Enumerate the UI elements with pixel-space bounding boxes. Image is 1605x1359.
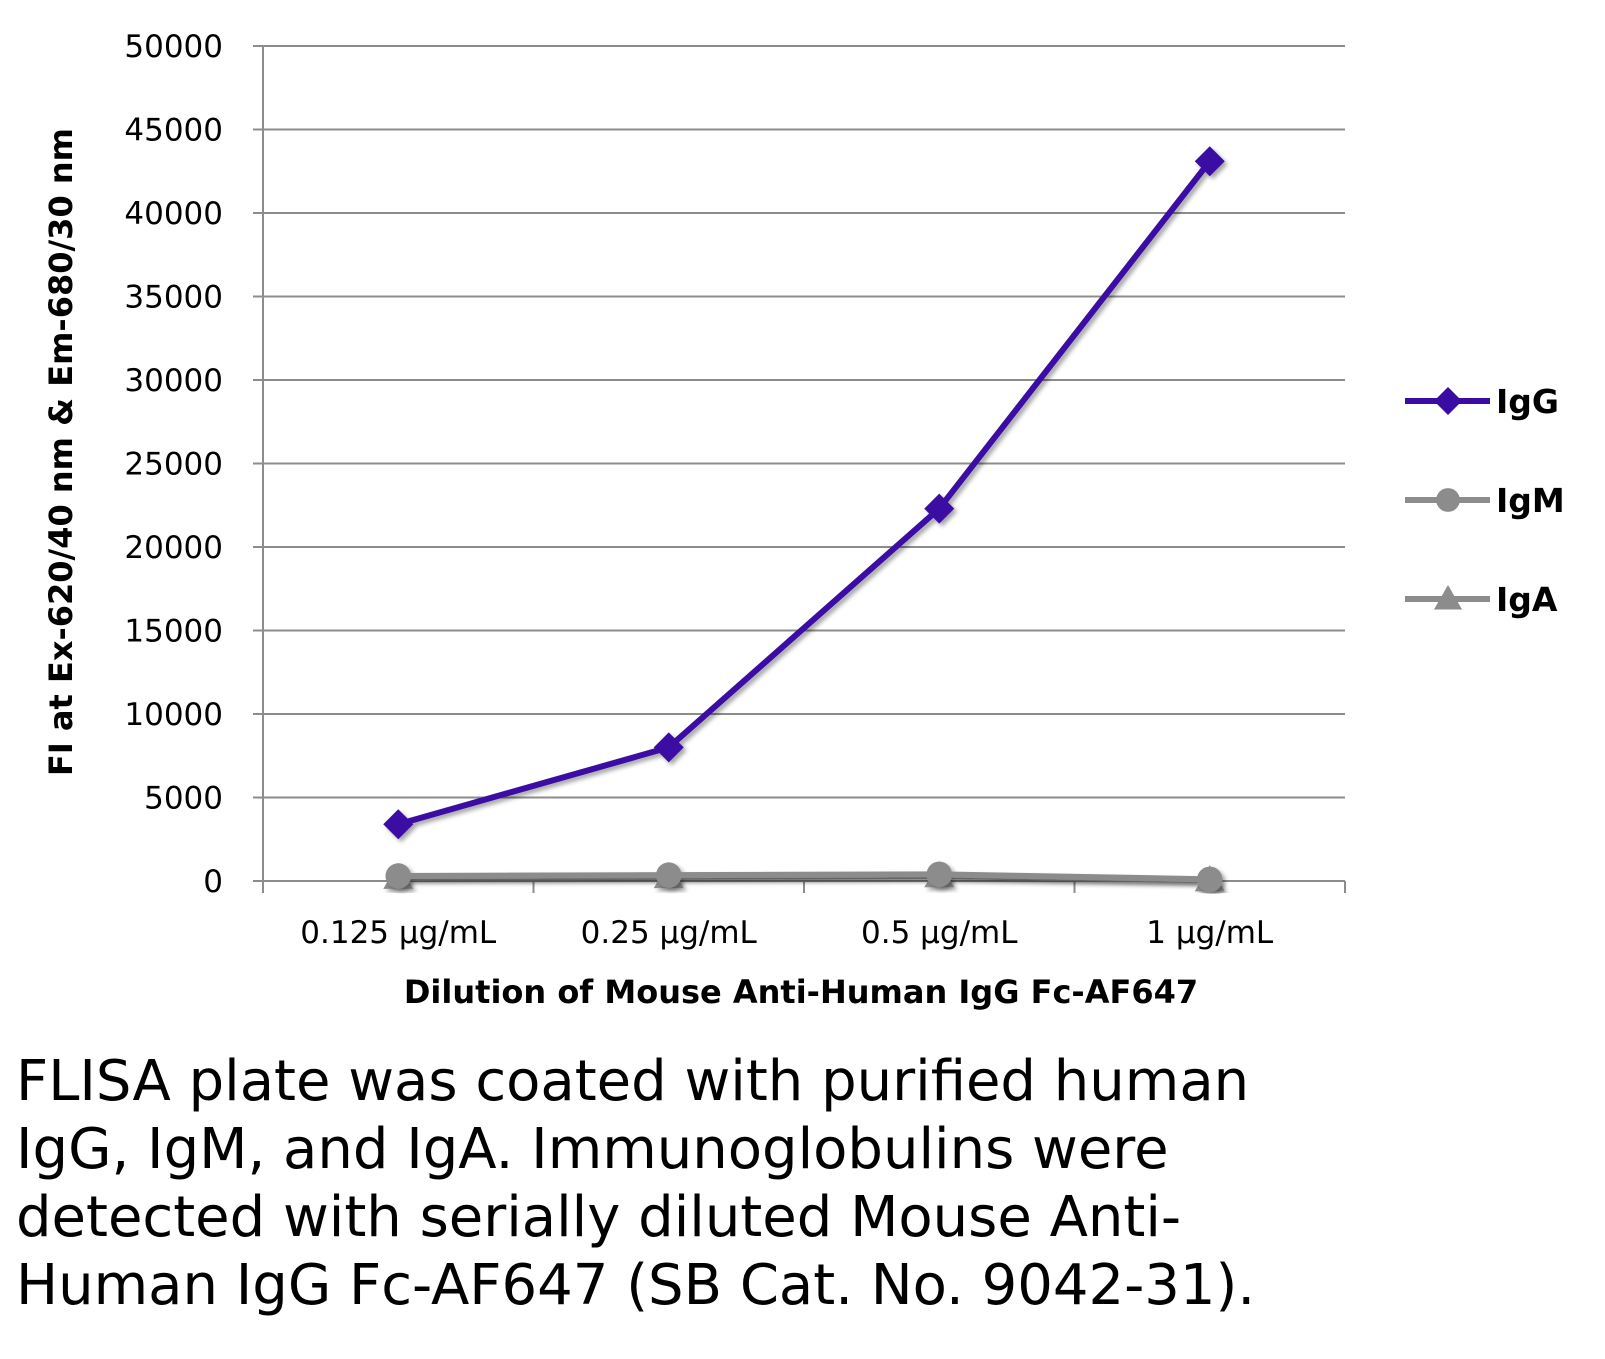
line-chart: 0 5000 10000 15000 20000 25000 30000 35000 40000…	[42, 29, 1565, 1011]
y-tick-label: 5000	[144, 781, 223, 817]
legend: IgG IgM IgA	[1405, 382, 1565, 619]
legend-label: IgM	[1496, 481, 1565, 520]
x-tick-label: 0.25 µg/mL	[581, 915, 758, 951]
legend-item-igg: IgG	[1405, 382, 1559, 421]
y-tick-label: 0	[203, 864, 223, 900]
legend-item-iga: IgA	[1405, 580, 1558, 619]
y-tick-label: 30000	[124, 363, 223, 399]
data-point	[1436, 488, 1460, 512]
y-tick-labels: 0 5000 10000 15000 20000 25000 30000 35000 40000…	[124, 29, 223, 900]
series-line	[397, 159, 1213, 828]
data-point	[924, 493, 955, 524]
legend-item-igm: IgM	[1405, 481, 1565, 520]
legend-label: IgA	[1496, 580, 1558, 619]
x-axis-title: Dilution of Mouse Anti-Human IgG Fc-AF64…	[404, 973, 1198, 1011]
series-igg	[383, 146, 1225, 840]
x-tick-label: 0.5 µg/mL	[861, 915, 1018, 951]
data-point	[656, 862, 682, 888]
data-point	[926, 861, 952, 888]
x-tick-labels: 0.125 µg/mL 0.25 µg/mL 0.5 µg/mL 1 µg/mL	[300, 915, 1274, 951]
y-tick-label: 45000	[124, 113, 223, 149]
caption-line-1: FLISA plate was coated with purified hum…	[16, 1049, 1250, 1114]
x-tick-label: 0.125 µg/mL	[300, 915, 497, 951]
series-igm	[385, 861, 1223, 893]
caption-line-4: Human IgG Fc-AF647 (SB Cat. No. 9042-31)…	[16, 1253, 1256, 1318]
series-line	[398, 871, 1210, 883]
y-tick-label: 50000	[124, 29, 223, 65]
figure-caption: FLISA plate was coated with purified hum…	[16, 1048, 1576, 1320]
x-tick-label: 1 µg/mL	[1146, 915, 1274, 951]
axes	[262, 46, 1346, 893]
data-point	[653, 732, 684, 763]
data-point	[385, 863, 411, 889]
data-point	[1194, 146, 1225, 177]
data-point	[1434, 585, 1462, 610]
y-tick-label: 35000	[124, 280, 223, 316]
gridlines	[253, 45, 1345, 882]
y-tick-label: 20000	[124, 530, 223, 566]
legend-label: IgG	[1496, 382, 1559, 421]
y-axis-title: FI at Ex-620/40 nm & Em-680/30 nm	[42, 128, 80, 776]
data-point	[1434, 387, 1462, 415]
y-tick-label: 40000	[124, 196, 223, 232]
caption-line-2: IgG, IgM, and IgA. Immunoglobulins were	[16, 1117, 1169, 1182]
caption-line-3: detected with serially diluted Mouse Ant…	[16, 1185, 1182, 1250]
y-tick-label: 25000	[124, 447, 223, 483]
y-tick-label: 10000	[124, 697, 223, 733]
data-point	[383, 809, 414, 840]
y-tick-label: 15000	[124, 614, 223, 650]
data-point	[1197, 866, 1223, 893]
series-group	[383, 146, 1225, 893]
